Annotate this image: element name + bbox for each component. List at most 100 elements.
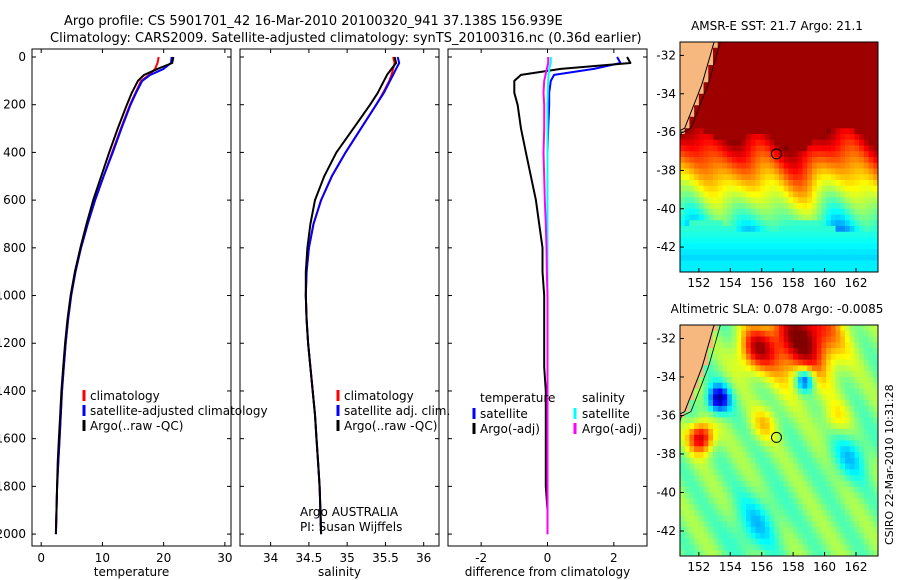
heatmap-cell [863,174,870,181]
heatmap-cell [859,139,865,147]
heatmap-cell [779,550,785,556]
heatmap-cell [684,532,691,540]
heatmap-cell [703,411,709,418]
heatmap-cell [788,93,794,101]
heatmap-cell [863,486,870,494]
heatmap-cell [873,116,878,124]
heatmap-cell [774,434,780,442]
heatmap-cell [755,411,761,418]
heatmap-cell [849,469,856,476]
heatmap-cell [755,249,761,256]
heatmap-cell [717,180,724,187]
heatmap-cell [713,469,719,476]
heatmap-cell [816,220,823,227]
heatmap-cell [713,65,719,72]
heatmap-cell [859,105,865,112]
heatmap-cell [694,99,700,106]
heatmap-cell [849,527,856,534]
heatmap-cell [703,157,709,164]
heatmap-cell [694,515,700,522]
heatmap-cell [698,237,705,244]
heatmap-cell [703,145,709,152]
heatmap-cell [863,70,870,78]
heatmap-cell [788,342,794,349]
heatmap-cell [722,59,728,66]
heatmap-cell [863,237,870,244]
heatmap-cell [746,388,752,395]
heatmap-cell [717,76,724,83]
heatmap-cell [826,214,832,221]
heatmap-cell [863,208,870,216]
heatmap-cell [797,128,804,135]
heatmap-cell [868,486,874,494]
heatmap-cell [783,139,790,147]
heatmap-cell [727,434,733,442]
heatmap-cell [750,348,757,355]
heatmap-cell [708,504,714,511]
heatmap-cell [717,388,724,395]
heatmap-cell [736,544,742,551]
heatmap-cell [849,197,856,204]
heatmap-cell [736,93,742,101]
heatmap-cell [812,486,818,494]
heatmap-cell [698,469,705,476]
heatmap-cell [680,509,686,517]
heatmap-cell [868,550,874,556]
heatmap-cell [764,325,771,332]
heatmap-cell [698,550,705,556]
heatmap-cell [680,93,686,101]
heatmap-cell [755,330,761,338]
heatmap-cell [783,388,790,395]
heatmap-cell [826,353,832,361]
heatmap-cell [703,208,709,216]
heatmap-cell [741,168,747,175]
heatmap-cell [816,325,823,332]
heatmap-cell [736,76,742,83]
heatmap-cell [774,47,780,55]
heatmap-cell [830,405,837,413]
heatmap-cell [680,168,686,175]
heatmap-cell [863,65,870,72]
heatmap-cell [797,145,804,152]
heatmap-cell [830,475,837,482]
heatmap-cell [680,254,686,262]
heatmap-cell [769,93,775,101]
heatmap-cell [840,185,846,193]
heatmap-cell [835,452,841,459]
heatmap-cell [793,365,799,372]
heatmap-cell [840,400,846,407]
heatmap-cell [854,134,860,141]
heatmap-cell [708,185,714,193]
heatmap-cell [797,498,804,505]
heatmap-cell [816,93,823,101]
heatmap-cell [830,348,837,355]
heatmap-cell [859,492,865,499]
heatmap-cell [849,70,856,78]
sst_map-frame [679,41,879,273]
heatmap-cell [854,532,860,540]
heatmap-cell [760,463,766,470]
heatmap-cell [760,53,766,60]
heatmap-cell [816,411,823,418]
heatmap-cell [694,208,700,216]
heatmap-cell [868,423,874,430]
heatmap-cell [717,128,724,135]
heatmap-cell [769,492,775,499]
temperature-axes-frame [31,48,232,547]
heatmap-cell [830,249,837,256]
heatmap-cell [826,237,832,244]
heatmap-cell [769,70,775,78]
heatmap-cell [863,371,870,378]
heatmap-cell [727,76,733,83]
heatmap-cell [779,480,785,488]
heatmap-cell [783,174,790,181]
heatmap-cell [854,105,860,112]
heatmap-cell [760,388,766,395]
heatmap-cell [684,417,691,424]
heatmap-cell [764,243,771,250]
heatmap-cell [703,515,709,522]
heatmap-cell [849,538,856,546]
heatmap-cell [835,208,841,216]
heatmap-cell [802,365,808,372]
heatmap-cell [774,70,780,78]
